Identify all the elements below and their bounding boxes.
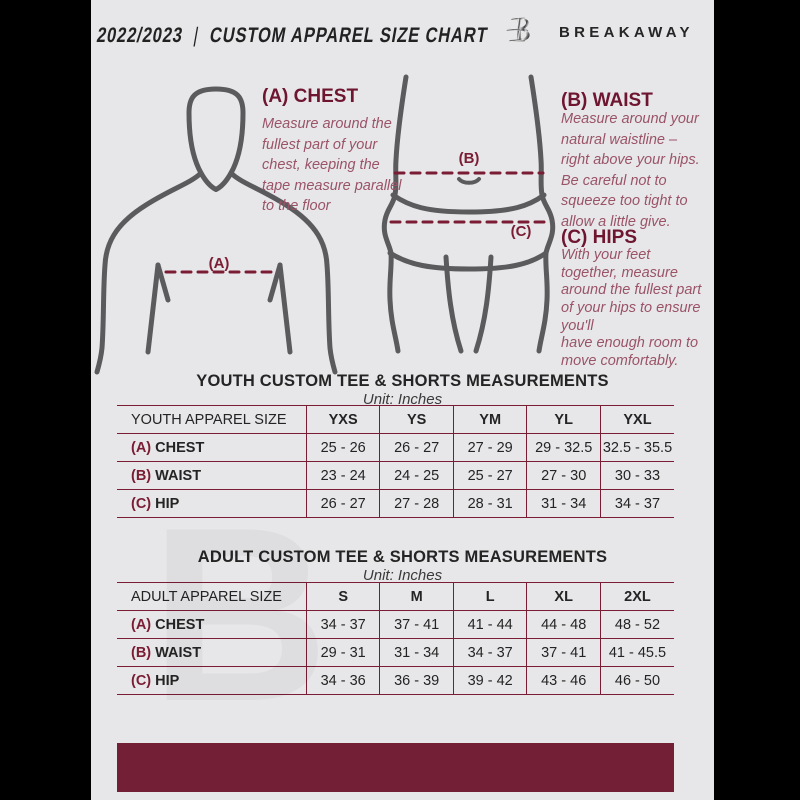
svg-text:(B): (B)	[459, 150, 480, 167]
svg-text:(C): (C)	[511, 223, 532, 240]
svg-text:(A): (A)	[209, 255, 230, 272]
